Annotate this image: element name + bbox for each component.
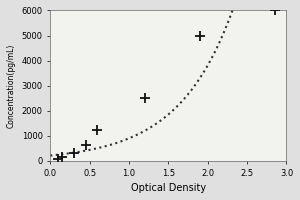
- X-axis label: Optical Density: Optical Density: [131, 183, 206, 193]
- Y-axis label: Concentration(pg/mL): Concentration(pg/mL): [7, 43, 16, 128]
